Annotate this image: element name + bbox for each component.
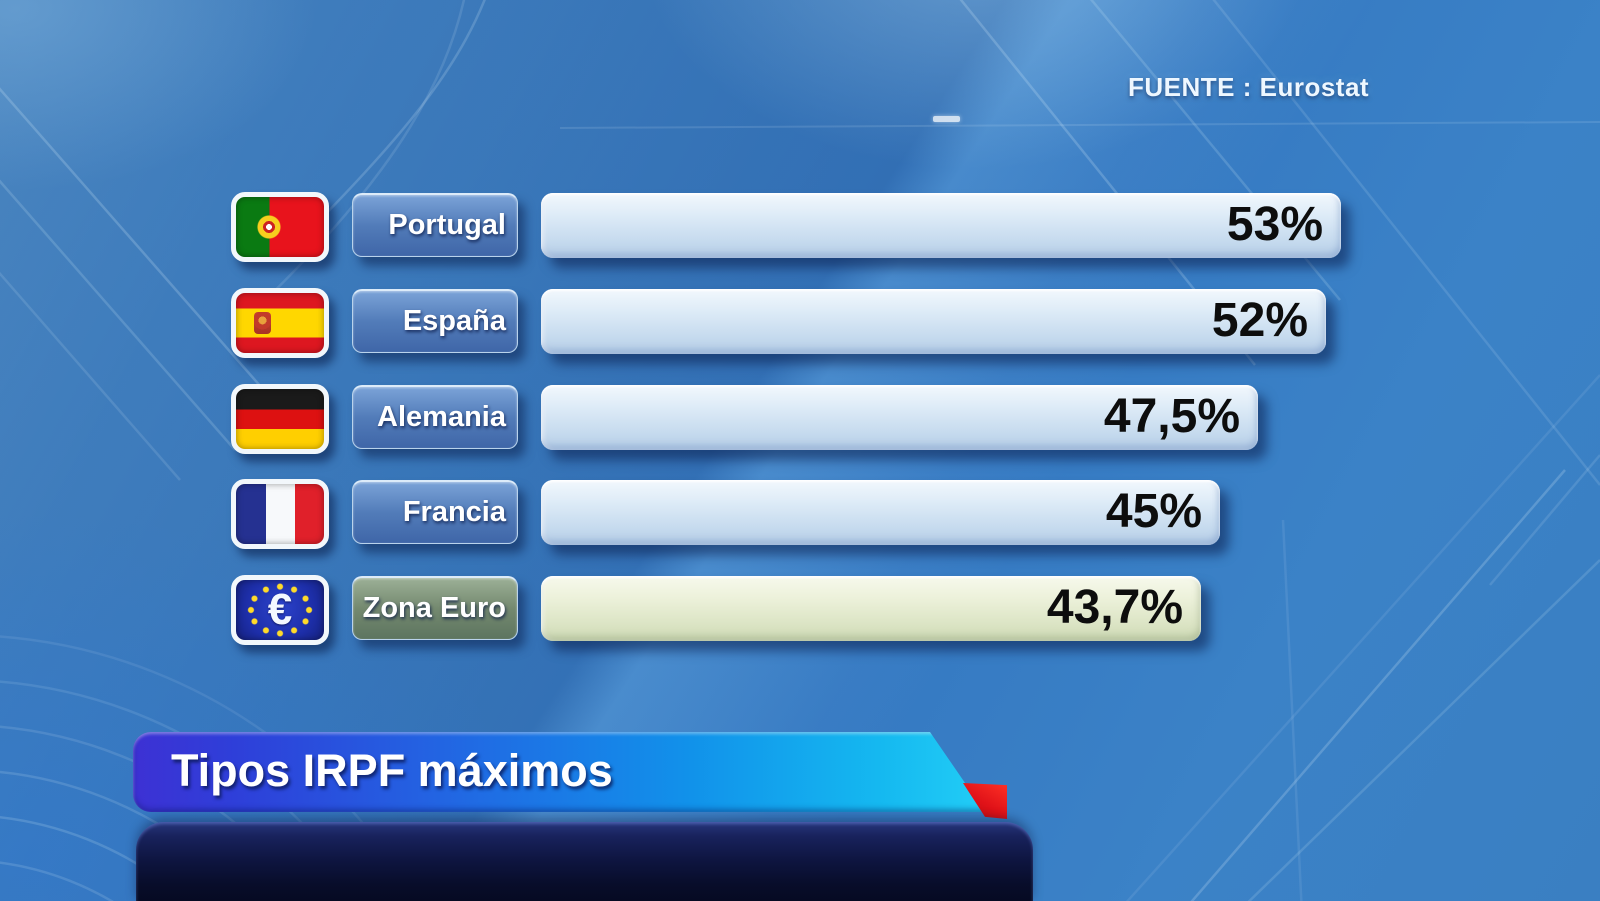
title-banner: Tipos IRPF máximos [133,732,985,812]
chart-row-zona-euro: € Zona Euro 43,7% [0,575,1600,645]
portugal-coat-of-arms [255,213,284,241]
spain-flag-icon [231,288,329,358]
eurozone-flag-icon: € [231,575,329,645]
value-bar-espana: 52% [541,289,1326,354]
euro-symbol: € [267,585,293,634]
chart-row-alemania: Alemania 47,5% [0,384,1600,454]
value-bar-portugal: 53% [541,193,1341,258]
chart-row-espana: España 52% [0,288,1600,358]
france-flag-icon [231,479,329,549]
value-bar-zona-euro: 43,7% [541,576,1201,641]
value-bar-alemania: 47,5% [541,385,1258,450]
country-label-zona-euro: Zona Euro [352,576,518,640]
chart-row-portugal: Portugal 53% [0,192,1600,262]
country-label-alemania: Alemania [352,385,518,449]
chart-row-francia: Francia 45% [0,479,1600,549]
background-dash-decoration [933,116,960,122]
country-label-portugal: Portugal [352,193,518,257]
value-bar-francia: 45% [541,480,1220,545]
spain-coat-of-arms [254,312,271,334]
country-label-espana: España [352,289,518,353]
germany-flag-icon [231,384,329,454]
country-label-francia: Francia [352,480,518,544]
source-label: FUENTE : Eurostat [1128,72,1370,102]
portugal-flag-icon [231,192,329,262]
page-title: Tipos IRPF máximos [171,745,613,796]
eu-stars [236,580,324,640]
lower-third-panel [136,822,1033,901]
